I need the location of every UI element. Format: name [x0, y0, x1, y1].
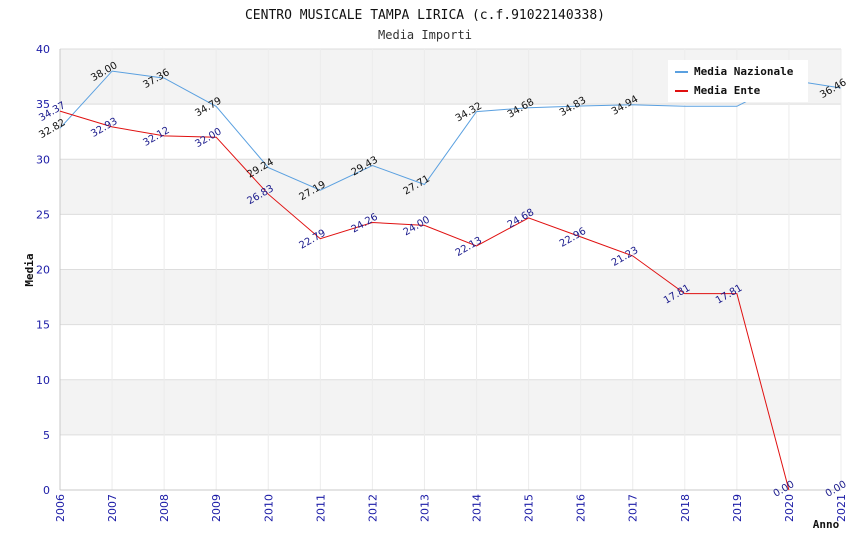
legend-label-nazionale: Media Nazionale [694, 65, 794, 78]
legend-box [668, 60, 808, 102]
x-tick-label: 2012 [366, 494, 379, 522]
y-tick-label: 5 [43, 429, 50, 442]
grid-band [60, 104, 841, 160]
y-tick-label: 25 [36, 208, 50, 221]
x-tick-label: 2010 [262, 494, 275, 522]
y-tick-label: 40 [36, 43, 50, 56]
series-line-ente [59, 110, 790, 491]
x-tick-label: 2015 [523, 494, 536, 522]
grid-band [60, 434, 841, 490]
x-tick-label: 2021 [835, 494, 848, 522]
series-lines [59, 70, 842, 491]
grid-lines [59, 48, 842, 491]
y-tick-label: 35 [36, 98, 50, 111]
y-tick-label: 30 [36, 153, 50, 166]
x-tick-label: 2006 [54, 494, 67, 522]
y-axis-label: Media [23, 253, 36, 286]
grid-band [60, 324, 841, 380]
x-tick-label: 2014 [471, 494, 484, 522]
x-tick-label: 2009 [210, 494, 223, 522]
x-tick-label: 2007 [106, 494, 119, 522]
x-tick-label: 2019 [731, 494, 744, 522]
grid-band [60, 159, 841, 215]
x-tick-label: 2008 [158, 494, 171, 522]
legend: Media Nazionale Media Ente [668, 60, 808, 102]
grid-bands [60, 49, 841, 490]
grid-band [60, 269, 841, 325]
grid-band [60, 214, 841, 270]
y-tick-label: 20 [36, 264, 50, 277]
x-tick-label: 2011 [314, 494, 327, 522]
x-tick-label: 2020 [783, 494, 796, 522]
series-line-nazionale [59, 70, 842, 191]
x-tick-label: 2018 [679, 494, 692, 522]
chart-subtitle: Media Importi [378, 28, 472, 42]
y-axis-ticks: 0 5 10 15 20 25 30 35 40 [36, 43, 50, 497]
x-axis-label: Anno [813, 518, 840, 531]
chart-title: CENTRO MUSICALE TAMPA LIRICA (c.f.910221… [245, 8, 605, 23]
x-tick-label: 2016 [575, 494, 588, 522]
y-tick-label: 0 [43, 484, 50, 497]
y-tick-label: 15 [36, 319, 50, 332]
y-tick-label: 10 [36, 374, 50, 387]
x-axis-ticks: 2006 2007 2008 2009 2010 2011 2012 2013 2014 2015… [54, 494, 848, 522]
grid-band [60, 379, 841, 435]
x-tick-label: 2017 [627, 494, 640, 522]
legend-label-ente: Media Ente [694, 84, 761, 97]
x-tick-label: 2013 [418, 494, 431, 522]
